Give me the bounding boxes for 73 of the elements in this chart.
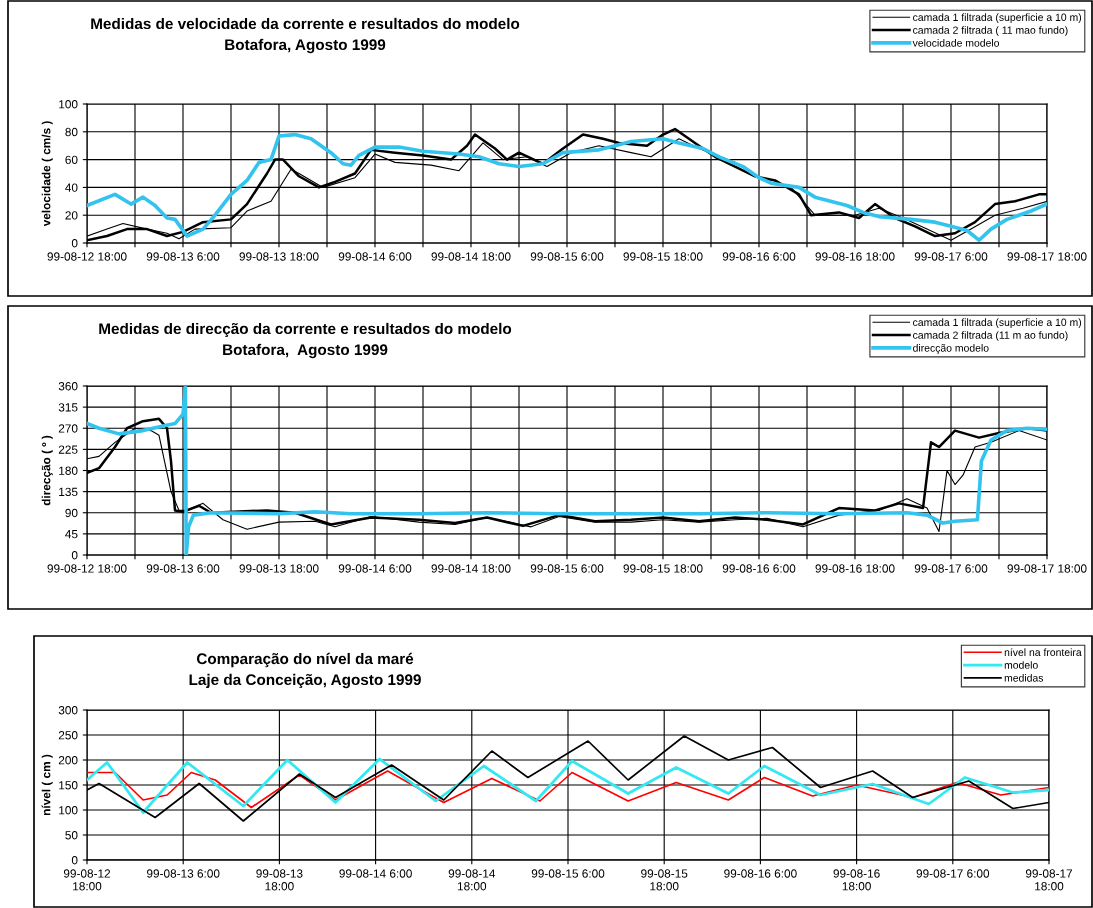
x-tick-label: 99-08-12 18:00 [63,869,111,891]
y-tick-label: 0 [71,239,78,248]
x-tick-label: 99-08-16 6:00 [724,869,797,878]
x-tick-label: 99-08-14 18:00 [431,252,511,261]
chart-subtitle: Botafora, Agosto 1999 [225,38,386,54]
y-tick-label: 200 [58,756,78,765]
y-axis-title: direcção ( º ) [41,435,53,506]
x-tick-label: 99-08-16 18:00 [833,869,880,891]
x-tick-label: 99-08-15 6:00 [530,252,604,261]
y-tick-label: 100 [59,100,78,109]
legend-label: camada 1 filtrada (superficie a 10 m) [913,318,1082,329]
legend-label: modelo [1004,661,1038,669]
legend-label: camada 2 filtrada ( 11 mao fundo) [913,26,1068,36]
y-tick-label: 50 [65,831,78,840]
x-tick-label: 99-08-16 6:00 [722,564,796,573]
y-tick-label: 180 [59,466,78,475]
y-tick-label: 270 [58,424,78,433]
y-tick-label: 225 [58,445,78,454]
legend-label: nível na fronteira [1004,648,1082,656]
legend-label: direcção modelo [913,344,989,354]
chart-subtitle: Botafora, Agosto 1999 [223,343,388,359]
y-tick-label: 80 [65,127,78,137]
legend-label: medidas [1004,674,1044,682]
x-tick-label: 99-08-15 6:00 [530,564,604,573]
x-tick-label: 99-08-12 18:00 [47,564,127,573]
x-tick-label: 99-08-16 18:00 [815,252,895,261]
x-tick-label: 99-08-13 18:00 [239,252,319,261]
x-tick-label: 99-08-13 18:00 [239,564,319,573]
y-tick-label: 315 [58,403,78,412]
x-tick-label: 99-08-17 6:00 [916,869,990,878]
x-tick-label: 99-08-12 18:00 [47,252,127,261]
x-tick-label: 99-08-14 6:00 [339,869,412,878]
x-tick-label: 99-08-13 18:00 [256,869,303,891]
y-tick-label: 250 [58,731,78,740]
x-tick-label: 99-08-14 18:00 [431,564,511,573]
y-axis-title: velocidade ( cm/s ) [41,121,53,227]
y-tick-label: 0 [71,856,78,865]
x-tick-label: 99-08-15 18:00 [641,869,688,891]
x-tick-label: 99-08-17 6:00 [914,252,988,261]
y-tick-label: 150 [59,781,78,790]
x-tick-label: 99-08-13 6:00 [146,252,220,261]
y-tick-label: 90 [65,508,78,518]
legend-label: camada 1 filtrada (superficie a 10 m) [913,13,1082,24]
x-tick-label: 99-08-13 6:00 [147,869,220,878]
chart-title: Comparação do nível da maré [196,652,414,668]
x-tick-label: 99-08-15 18:00 [623,564,703,573]
x-tick-label: 99-08-17 18:00 [1025,869,1073,891]
chart-subtitle: Laje da Conceição, Agosto 1999 [189,673,421,689]
x-tick-label: 99-08-17 18:00 [1007,252,1087,261]
y-tick-label: 60 [65,155,78,164]
y-tick-label: 100 [59,806,78,815]
y-tick-label: 40 [65,183,78,192]
x-tick-label: 99-08-17 6:00 [914,564,988,573]
y-tick-label: 45 [65,530,78,539]
y-tick-label: 300 [58,706,78,715]
legend-label: velocidade modelo [912,39,1000,47]
y-tick-label: 0 [71,551,78,560]
y-tick-label: 20 [65,211,78,220]
chart-title: Medidas de velocidade da corrente e resultados do modelo [91,17,520,30]
x-tick-label: 99-08-15 18:00 [623,252,703,261]
x-tick-label: 99-08-14 18:00 [448,869,496,891]
chart-title: Medidas de direcção da corrente e resultados do modelo [99,322,512,338]
x-tick-label: 99-08-14 6:00 [338,252,412,261]
x-tick-label: 99-08-17 18:00 [1007,564,1087,573]
y-tick-label: 135 [59,487,78,497]
x-tick-label: 99-08-16 6:00 [722,252,796,261]
y-tick-label: 360 [58,382,78,391]
x-tick-label: 99-08-15 6:00 [531,869,605,878]
x-tick-label: 99-08-16 18:00 [815,564,895,573]
legend-label: camada 2 filtrada (11 m ao fundo) [913,331,1068,341]
y-axis-title: nível ( cm ) [41,754,53,816]
x-tick-label: 99-08-13 6:00 [146,564,220,573]
x-tick-label: 99-08-14 6:00 [338,564,412,573]
